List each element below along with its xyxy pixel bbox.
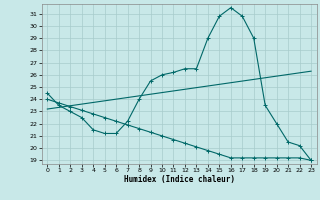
X-axis label: Humidex (Indice chaleur): Humidex (Indice chaleur) xyxy=(124,175,235,184)
